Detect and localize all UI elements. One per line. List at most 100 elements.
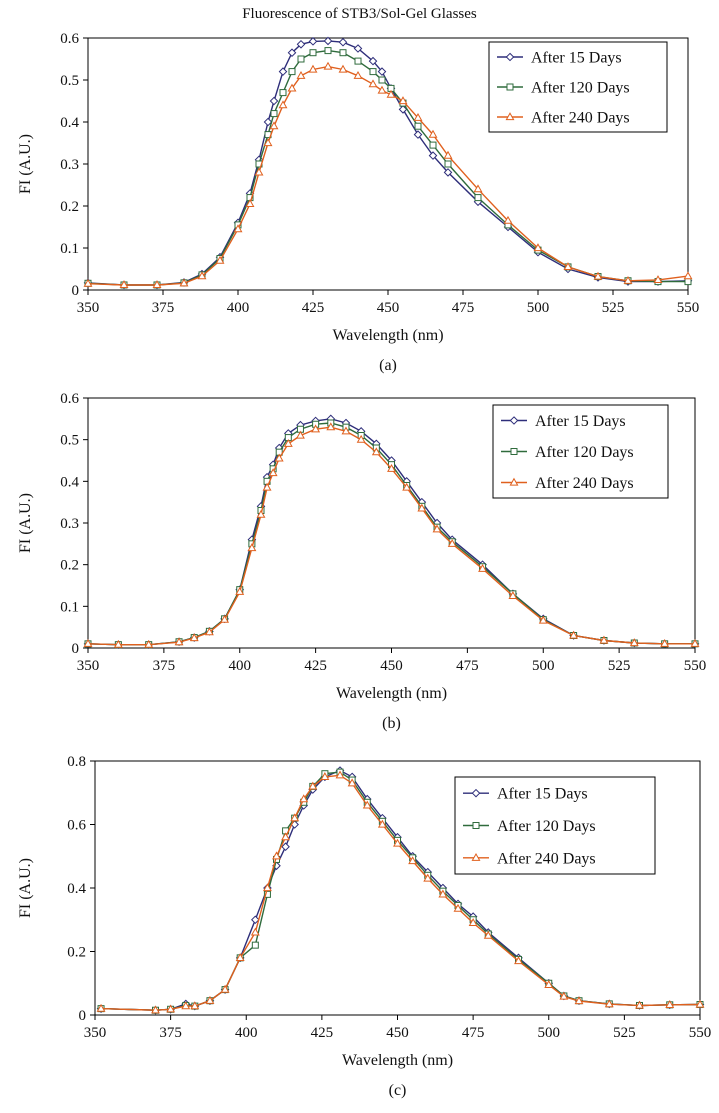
y-tick-label: 0.3: [60, 516, 79, 532]
x-tick-label: 400: [235, 1025, 258, 1041]
data-point: [402, 482, 412, 491]
data-point: [308, 64, 318, 73]
legend-label: After 240 Days: [531, 110, 630, 127]
data-point: [323, 36, 333, 46]
data-point: [413, 130, 423, 139]
data-point: [559, 991, 569, 1000]
data-point: [371, 447, 381, 456]
data-point: [432, 524, 442, 533]
data-point: [181, 1001, 191, 1010]
data-point: [356, 434, 366, 443]
legend-label: After 120 Days: [497, 818, 596, 835]
data-point: [189, 633, 199, 642]
legend-marker: [509, 416, 519, 425]
x-tick-label: 500: [532, 658, 555, 674]
data-point: [393, 838, 402, 847]
data-point: [338, 37, 348, 47]
x-tick-label: 500: [527, 300, 550, 316]
data-point: [287, 83, 297, 92]
legend-marker: [510, 448, 518, 455]
data-point: [83, 639, 93, 647]
data-point: [96, 1003, 106, 1012]
data-point: [368, 79, 378, 88]
data-point: [408, 856, 418, 865]
y-axis-title: FI (A.U.): [17, 493, 34, 553]
data-point: [263, 890, 271, 898]
x-tick-label: 400: [227, 300, 250, 316]
data-point: [362, 800, 372, 809]
y-tick-label: 0: [72, 283, 80, 299]
y-tick-label: 0: [72, 641, 80, 657]
data-point: [290, 813, 300, 822]
x-axis-title: Wavelength (nm): [332, 327, 443, 344]
data-point: [447, 539, 457, 547]
series-3: [83, 422, 700, 648]
data-point: [299, 794, 309, 803]
data-point: [263, 138, 273, 147]
legend-marker: [505, 112, 515, 121]
data-point: [354, 57, 362, 65]
data-point: [113, 639, 123, 648]
legend-label: After 240 Days: [535, 475, 634, 492]
data-point: [287, 48, 297, 58]
data-point: [665, 1000, 675, 1008]
data-point: [377, 85, 387, 94]
y-tick-label: 0.2: [60, 199, 79, 215]
data-point: [283, 439, 293, 447]
chart-panel-a: 0 0.1 0.2 0.3 0.4 0.5 0.6 350 375 400 425 450 475 500…: [17, 31, 699, 374]
data-point: [413, 112, 423, 121]
data-point: [204, 627, 214, 636]
data-point: [320, 772, 330, 780]
data-point: [438, 889, 448, 898]
data-point: [443, 150, 453, 159]
data-point: [423, 873, 433, 882]
data-point: [251, 915, 260, 925]
chart-panel-b: 0 0.1 0.2 0.3 0.4 0.5 0.6 350 375 400 425 450 475 500…: [17, 391, 707, 732]
panel-label: (c): [389, 1082, 407, 1099]
data-point: [593, 271, 603, 280]
y-tick-label: 0.4: [67, 881, 86, 897]
legend-label: After 15 Days: [497, 786, 588, 803]
data-point: [278, 67, 288, 76]
data-point: [695, 999, 705, 1008]
data-point: [215, 255, 225, 264]
data-point: [368, 56, 378, 66]
data-point: [569, 630, 579, 639]
x-axis-title: Wavelength (nm): [342, 1052, 453, 1069]
data-point: [444, 160, 452, 168]
data-point: [563, 262, 573, 270]
x-tick-label: 525: [608, 658, 631, 674]
y-tick-label: 0.6: [60, 391, 79, 407]
data-point: [308, 781, 318, 790]
x-tick-label: 550: [689, 1025, 712, 1041]
data-point: [353, 44, 363, 53]
data-point: [428, 129, 438, 138]
data-point: [428, 151, 438, 160]
data-point: [377, 67, 387, 76]
data-point: [278, 100, 288, 109]
data-point: [599, 635, 609, 644]
data-point: [347, 778, 357, 787]
x-tick-label: 425: [311, 1025, 334, 1041]
data-point: [263, 117, 273, 127]
y-tick-label: 0: [79, 1008, 87, 1024]
data-point: [474, 194, 482, 202]
legend-label: After 15 Days: [531, 50, 622, 67]
data-point: [453, 903, 463, 912]
data-point: [690, 639, 700, 647]
data-point: [151, 1005, 160, 1014]
y-tick-label: 0.5: [60, 73, 79, 89]
x-tick-label: 450: [380, 658, 403, 674]
data-point: [324, 47, 332, 55]
x-tick-label: 450: [377, 300, 400, 316]
data-point: [250, 927, 260, 936]
data-point: [533, 243, 543, 252]
x-tick-label: 550: [684, 658, 707, 674]
data-point: [220, 614, 230, 623]
legend-marker: [509, 477, 519, 486]
chart-panel-c: 0 0.2 0.4 0.6 0.8 350 375 400 425 450 475 500 525 550…: [17, 754, 712, 1099]
y-tick-label: 0.6: [60, 31, 79, 47]
data-point: [604, 999, 614, 1008]
x-tick-label: 375: [159, 1025, 182, 1041]
data-point: [514, 956, 523, 965]
